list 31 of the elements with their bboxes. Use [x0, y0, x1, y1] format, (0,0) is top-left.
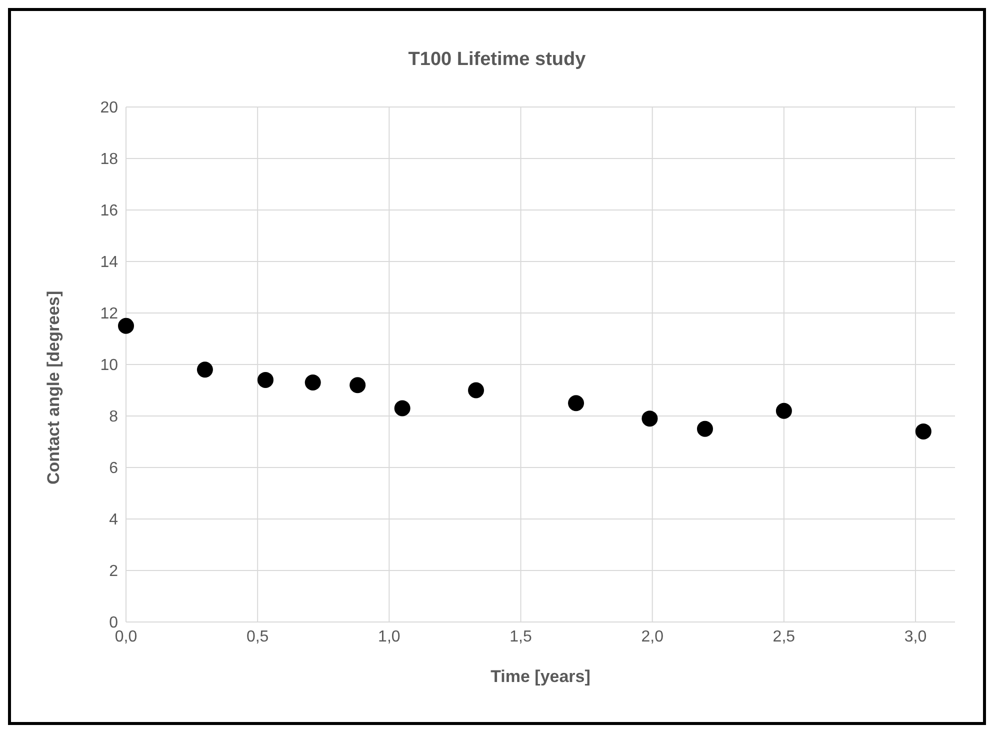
x-tick-label: 3,0 — [904, 628, 927, 646]
y-tick-label: 4 — [109, 512, 118, 529]
point — [118, 318, 134, 334]
point — [350, 377, 366, 394]
y-tick-label: 8 — [109, 408, 118, 426]
x-tick-label: 1,0 — [378, 628, 400, 646]
x-tick-label: 1,5 — [510, 628, 532, 646]
point — [196, 362, 213, 378]
x-tick-label: 0,5 — [246, 628, 269, 646]
x-tick-label: 2,0 — [641, 628, 664, 646]
point — [304, 374, 321, 391]
point — [642, 410, 658, 427]
chart-title: T100 Lifetime study — [407, 49, 587, 71]
y-tick-label: 10 — [100, 357, 118, 374]
point — [394, 400, 410, 416]
y-tick-label: 18 — [100, 151, 118, 168]
y-tick-label: 16 — [100, 202, 118, 220]
y-tick-label: 20 — [100, 100, 118, 117]
y-axis-title: Contact angle [degrees] — [44, 290, 64, 484]
x-tick-label: 2,5 — [772, 628, 796, 646]
point — [568, 395, 584, 412]
point — [776, 402, 792, 419]
y-tick-label: 14 — [100, 254, 118, 272]
y-tick-label: 6 — [109, 460, 118, 478]
y-tick-label: 2 — [109, 563, 118, 580]
point — [468, 382, 484, 398]
x-axis-title: Time [years] — [490, 667, 590, 686]
point — [257, 372, 274, 388]
point — [696, 420, 713, 437]
point — [915, 423, 932, 440]
y-tick-label: 12 — [100, 306, 118, 323]
